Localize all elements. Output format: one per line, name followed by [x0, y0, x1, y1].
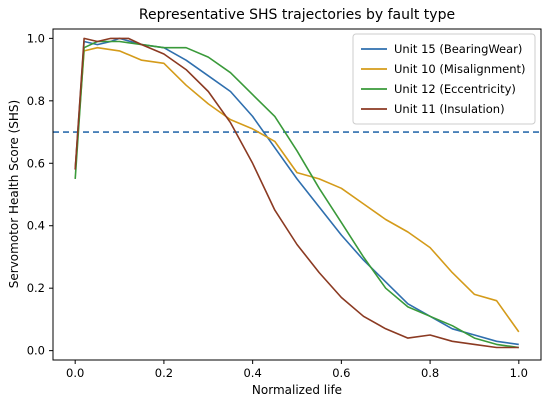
legend-label: Unit 10 (Misalignment) [394, 62, 526, 76]
series-line-1 [74, 37, 519, 346]
x-tick-label: 0.8 [421, 366, 439, 380]
chart-title: Representative SHS trajectories by fault… [139, 7, 455, 23]
x-tick-label: 1.0 [510, 366, 528, 380]
x-axis-ticks: 0.0 0.2 0.4 0.6 0.8 1.0 [66, 360, 528, 380]
legend-label: Unit 15 (BearingWear) [394, 42, 522, 56]
legend-box [352, 33, 536, 125]
x-tick-label: 0.6 [332, 366, 350, 380]
series-line-3 [74, 40, 519, 349]
legend-label: Unit 11 (Insulation) [394, 102, 505, 116]
x-axis-label: Normalized life [252, 383, 342, 397]
legend-label: Unit 12 (Eccentricity) [394, 82, 516, 96]
series-line-2 [74, 46, 520, 333]
y-axis-label: Servomotor Health Score (SHS) [7, 100, 21, 288]
y-tick-label: 0.8 [27, 94, 45, 108]
y-tick-label: 0.0 [27, 344, 45, 358]
legend: Unit 15 (BearingWear) Unit 10 (Misalignme… [352, 33, 536, 125]
x-tick-label: 0.2 [155, 366, 173, 380]
x-tick-label: 0.0 [66, 366, 84, 380]
y-tick-label: 0.6 [27, 156, 45, 170]
y-axis-ticks: 0.0 0.2 0.4 0.6 0.8 1.0 [27, 31, 53, 358]
x-tick-label: 0.4 [243, 366, 261, 380]
y-tick-label: 0.4 [27, 219, 45, 233]
plot-frame [52, 28, 542, 361]
y-tick-label: 0.2 [27, 281, 45, 295]
y-tick-label: 1.0 [27, 31, 45, 45]
series-line-4 [74, 37, 519, 349]
series-layer [74, 37, 520, 349]
